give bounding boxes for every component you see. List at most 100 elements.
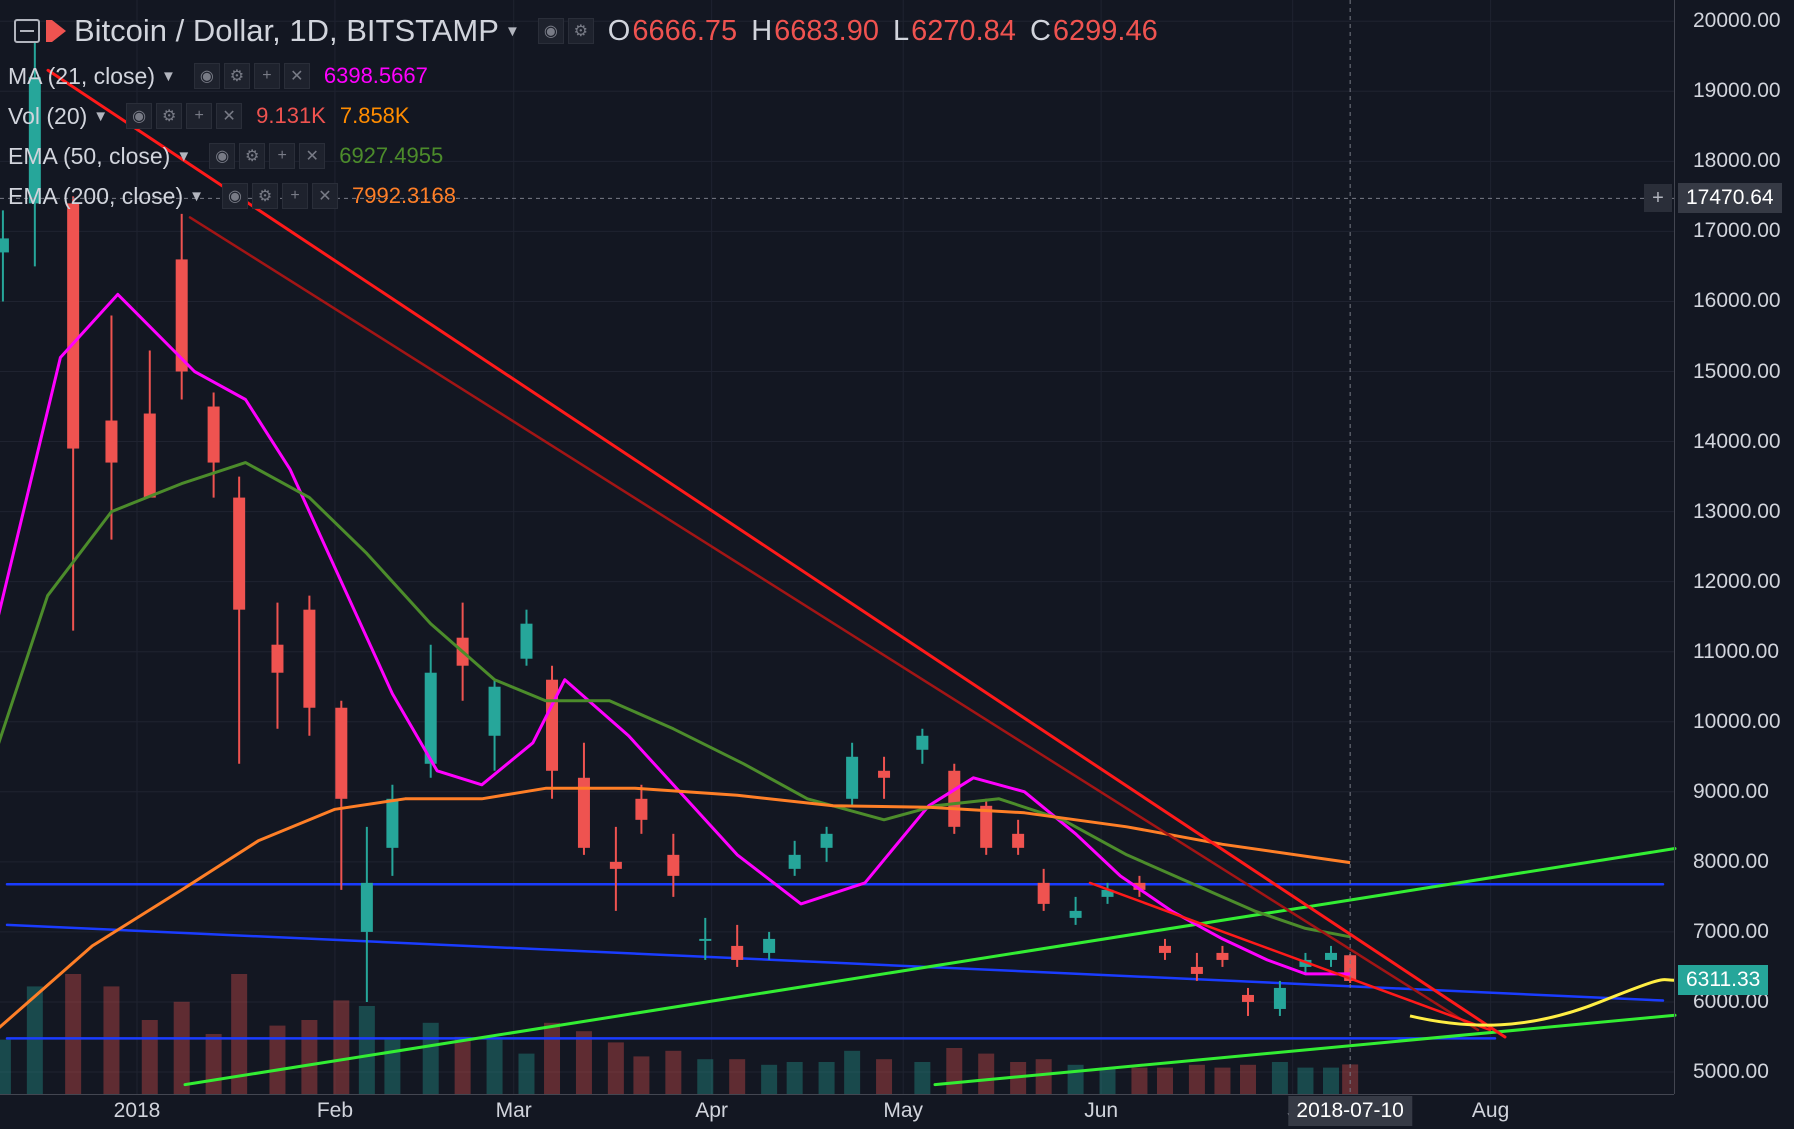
candle-body — [1069, 910, 1082, 918]
gear-icon[interactable]: ⚙ — [156, 103, 183, 129]
time-tick-label: Apr — [695, 1099, 728, 1122]
series-menu-icon[interactable] — [14, 19, 40, 43]
indicator-value: 9.131K — [256, 103, 326, 128]
close-icon[interactable]: ✕ — [299, 143, 326, 169]
candle-body — [916, 735, 929, 750]
visibility-icon[interactable]: ◉ — [209, 143, 236, 169]
candle-body — [635, 798, 648, 820]
indicator-value: 7.858K — [339, 103, 410, 128]
time-axis[interactable]: 2018 Feb Mar Apr May Jun J Aug — [0, 1094, 1674, 1129]
gear-icon[interactable]: ⚙ — [252, 183, 278, 209]
candle-body — [271, 644, 284, 673]
add-icon[interactable]: + — [253, 63, 280, 89]
volume-bar — [358, 1006, 375, 1094]
add-icon[interactable]: + — [186, 103, 213, 129]
descending-support-line — [5, 923, 1665, 1002]
candle-body — [820, 833, 833, 848]
volume-bar — [786, 1062, 803, 1094]
visibility-icon[interactable]: ◉ — [126, 103, 153, 129]
ascending-trendline — [183, 847, 1677, 1087]
crosshair — [0, 0, 1674, 1094]
descending-trendline — [188, 216, 1480, 1032]
visibility-icon[interactable]: ◉ — [537, 18, 564, 44]
price-tick-label: 14000.00 — [1693, 429, 1781, 453]
add-alert-icon[interactable]: + — [1644, 184, 1672, 213]
indicator-label[interactable]: MA (21, close) — [8, 62, 155, 89]
low-value: 6270.84 — [911, 14, 1016, 47]
volume-bar — [141, 1020, 158, 1094]
indicator-row[interactable]: MA (21, close) ▼ ◉ ⚙ + ✕ 6398.5667 — [8, 56, 1428, 96]
chart-grid — [0, 0, 1674, 1094]
close-icon[interactable]: ✕ — [283, 63, 310, 89]
volume-bar — [333, 1000, 350, 1094]
symbol-title[interactable]: Bitcoin / Dollar, 1D, BITSTAMP — [74, 13, 499, 48]
volume-bar — [65, 974, 82, 1094]
visibility-icon[interactable]: ◉ — [222, 183, 248, 209]
visibility-icon[interactable]: ◉ — [193, 63, 220, 89]
price-axis[interactable]: 20000.00 19000.00 18000.00 17000.00 1600… — [1674, 0, 1794, 1094]
indicator-label[interactable]: EMA (50, close) — [8, 142, 171, 169]
volume-bar — [876, 1059, 893, 1094]
price-tick-label: 5000.00 — [1693, 1060, 1769, 1083]
close-icon[interactable]: ✕ — [216, 103, 243, 129]
volume-bar — [844, 1050, 861, 1094]
close-value: 6299.46 — [1052, 14, 1158, 47]
volume-bar — [269, 1025, 286, 1094]
chevron-down-icon[interactable]: ▼ — [176, 147, 192, 165]
volume-bar — [1035, 1059, 1052, 1094]
low-key: L — [892, 14, 910, 47]
projection-curve — [1409, 978, 1675, 1027]
add-icon[interactable]: + — [282, 183, 308, 209]
volume-bar — [1342, 1064, 1359, 1094]
volume-bar — [978, 1053, 995, 1094]
indicator-row[interactable]: EMA (50, close) ▼ ◉ ⚙ + ✕ 6927.4955 — [8, 136, 1428, 176]
time-tick-label: May — [883, 1099, 924, 1122]
chevron-down-icon[interactable]: ▼ — [161, 67, 176, 85]
open-value: 6666.75 — [632, 14, 738, 47]
crosshair-date-label: 2018-07-10 — [1288, 1096, 1412, 1126]
gear-icon[interactable]: ⚙ — [567, 18, 594, 44]
candle-body — [1273, 987, 1286, 1009]
candle-body — [1241, 994, 1254, 1002]
volume-bar — [301, 1020, 318, 1094]
chevron-down-icon[interactable]: ▼ — [189, 187, 204, 205]
candle-body — [948, 770, 961, 827]
volume-bar — [607, 1042, 624, 1094]
candle-body — [1037, 882, 1050, 904]
price-tick-label: 19000.00 — [1693, 79, 1781, 103]
volume-bar — [575, 1031, 592, 1094]
add-icon[interactable]: + — [269, 143, 296, 169]
gear-icon[interactable]: ⚙ — [223, 63, 250, 89]
indicator-row[interactable]: Vol (20) ▼ ◉ ⚙ + ✕ 9.131K 7.858K — [8, 96, 1428, 136]
series-buttons: ◉ ⚙ — [534, 18, 594, 44]
candle-body — [335, 707, 348, 799]
price-tick-label: 6000.00 — [1693, 989, 1769, 1013]
candle-body — [763, 938, 776, 953]
volume-bars — [0, 974, 1359, 1094]
chevron-down-icon[interactable]: ▼ — [504, 22, 520, 40]
indicator-row[interactable]: EMA (200, close) ▼ ◉ ⚙ + ✕ 7992.3168 — [8, 176, 1428, 216]
volume-bar — [633, 1056, 650, 1094]
candle-body — [546, 679, 559, 771]
price-tick-label: 17000.00 — [1693, 219, 1781, 243]
candlestick-series — [0, 42, 1357, 1016]
indicator-label[interactable]: Vol (20) — [8, 102, 88, 129]
time-tick-label: Jun — [1084, 1099, 1119, 1122]
price-tick-label: 16000.00 — [1693, 289, 1781, 313]
volume-bar — [729, 1059, 746, 1094]
volume-bar — [1099, 1067, 1116, 1094]
crosshair-price-label: 17470.64 — [1678, 183, 1782, 214]
volume-bar — [231, 974, 248, 1094]
candle-body — [731, 945, 744, 960]
price-tick-label: 9000.00 — [1693, 779, 1769, 803]
price-tick-label: 13000.00 — [1693, 499, 1781, 523]
candle-body — [175, 259, 188, 372]
gear-icon[interactable]: ⚙ — [239, 143, 266, 169]
close-icon[interactable]: ✕ — [312, 183, 338, 209]
chevron-down-icon[interactable]: ▼ — [93, 107, 109, 125]
indicator-label[interactable]: EMA (200, close) — [8, 182, 184, 209]
indicator-line — [0, 461, 1351, 939]
plot-background — [0, 0, 1674, 1094]
candle-body — [488, 686, 501, 736]
